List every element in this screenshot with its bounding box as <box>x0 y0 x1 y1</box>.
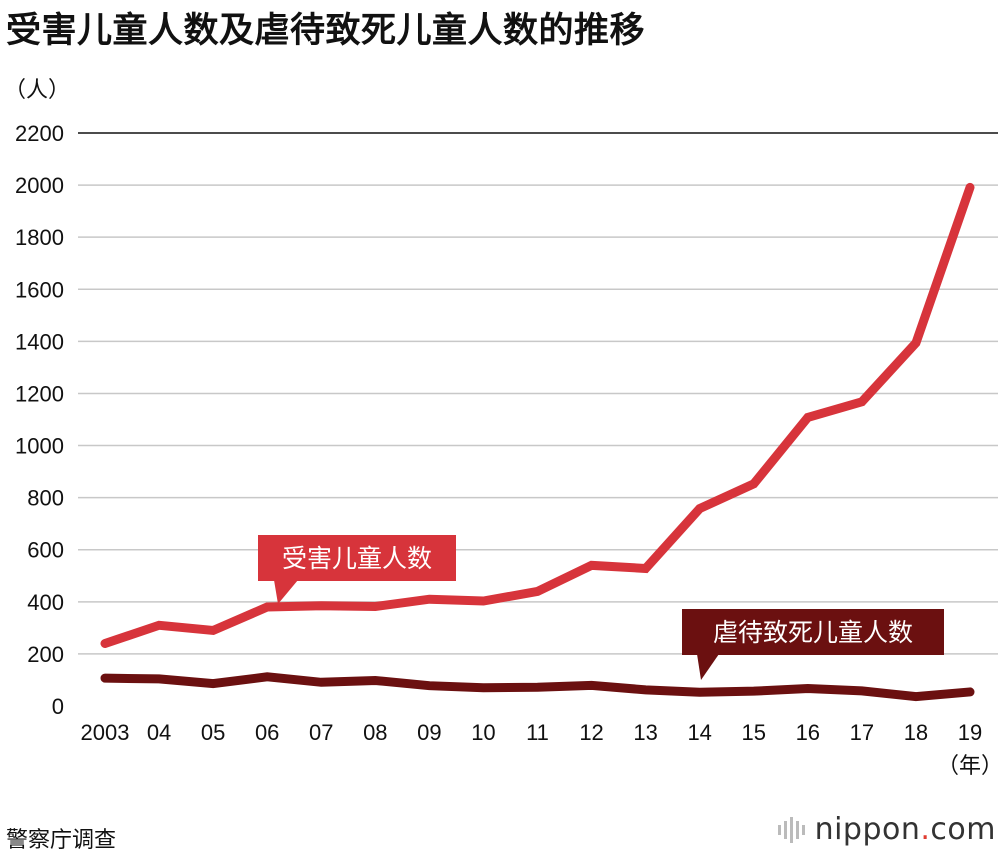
y-tick-label: 2000 <box>15 173 64 198</box>
series-line <box>100 672 975 702</box>
y-tick-label: 0 <box>52 694 64 719</box>
x-tick-label: 06 <box>255 720 279 745</box>
series-label-box <box>682 609 944 655</box>
x-tick-label: 09 <box>417 720 441 745</box>
x-tick-labels: 2003 04 05 06 07 08 09 10 11 12 13 14 15 16 17 18 19 <box>81 720 983 745</box>
y-tick-label: 1000 <box>15 434 64 459</box>
y-tick-labels: 0 200 400 600 800 1000 1200 1400 1600 1800 2000 220… <box>15 121 64 719</box>
y-tick-label: 1400 <box>15 329 64 354</box>
x-tick-label: 19 <box>958 720 982 745</box>
y-tick-label: 1600 <box>15 277 64 302</box>
nippon-logo: nippon. com <box>777 812 996 847</box>
logo-bars-icon <box>777 816 805 843</box>
series-label-pointer <box>697 654 719 680</box>
y-tick-label: 1800 <box>15 225 64 250</box>
x-tick-label: 05 <box>201 720 225 745</box>
series-lines <box>100 182 975 702</box>
x-tick-label: 13 <box>633 720 657 745</box>
y-tick-label: 800 <box>27 486 64 511</box>
brand-tld: com <box>930 812 996 847</box>
series-label: 受害儿童人数 <box>258 535 456 604</box>
y-axis-unit: （人） <box>4 77 71 102</box>
x-tick-label: 10 <box>471 720 495 745</box>
x-tick-label: 17 <box>850 720 874 745</box>
series-label-text: 受害儿童人数 <box>282 544 432 573</box>
x-tick-label: 08 <box>363 720 387 745</box>
series-label: 虐待致死儿童人数 <box>682 609 944 680</box>
y-tick-label: 200 <box>27 642 64 667</box>
chart-title: 受害儿童人数及虐待致死儿童人数的推移 <box>6 11 646 50</box>
source-note: 警察庁调查 <box>6 827 117 852</box>
series-line <box>100 182 975 648</box>
y-tick-label: 600 <box>27 538 64 563</box>
brand-name: nippon <box>814 812 921 847</box>
x-tick-label: 2003 <box>81 720 130 745</box>
grid-lines <box>78 132 998 655</box>
series-label-box <box>258 535 456 581</box>
series-label-text: 虐待致死儿童人数 <box>713 618 913 647</box>
x-tick-label: 11 <box>526 720 549 745</box>
x-tick-label: 16 <box>796 720 820 745</box>
x-tick-label: 12 <box>579 720 603 745</box>
series-label-pointer <box>274 580 298 604</box>
y-tick-label: 2200 <box>15 121 64 146</box>
y-tick-label: 400 <box>27 590 64 615</box>
x-tick-label: 15 <box>742 720 766 745</box>
y-tick-label: 1200 <box>15 381 64 406</box>
x-tick-label: 04 <box>147 720 171 745</box>
x-tick-label: 07 <box>309 720 333 745</box>
x-axis-unit: （年） <box>937 753 1000 778</box>
x-tick-label: 14 <box>687 720 711 745</box>
x-tick-label: 18 <box>904 720 928 745</box>
brand-dot: . <box>920 812 931 847</box>
